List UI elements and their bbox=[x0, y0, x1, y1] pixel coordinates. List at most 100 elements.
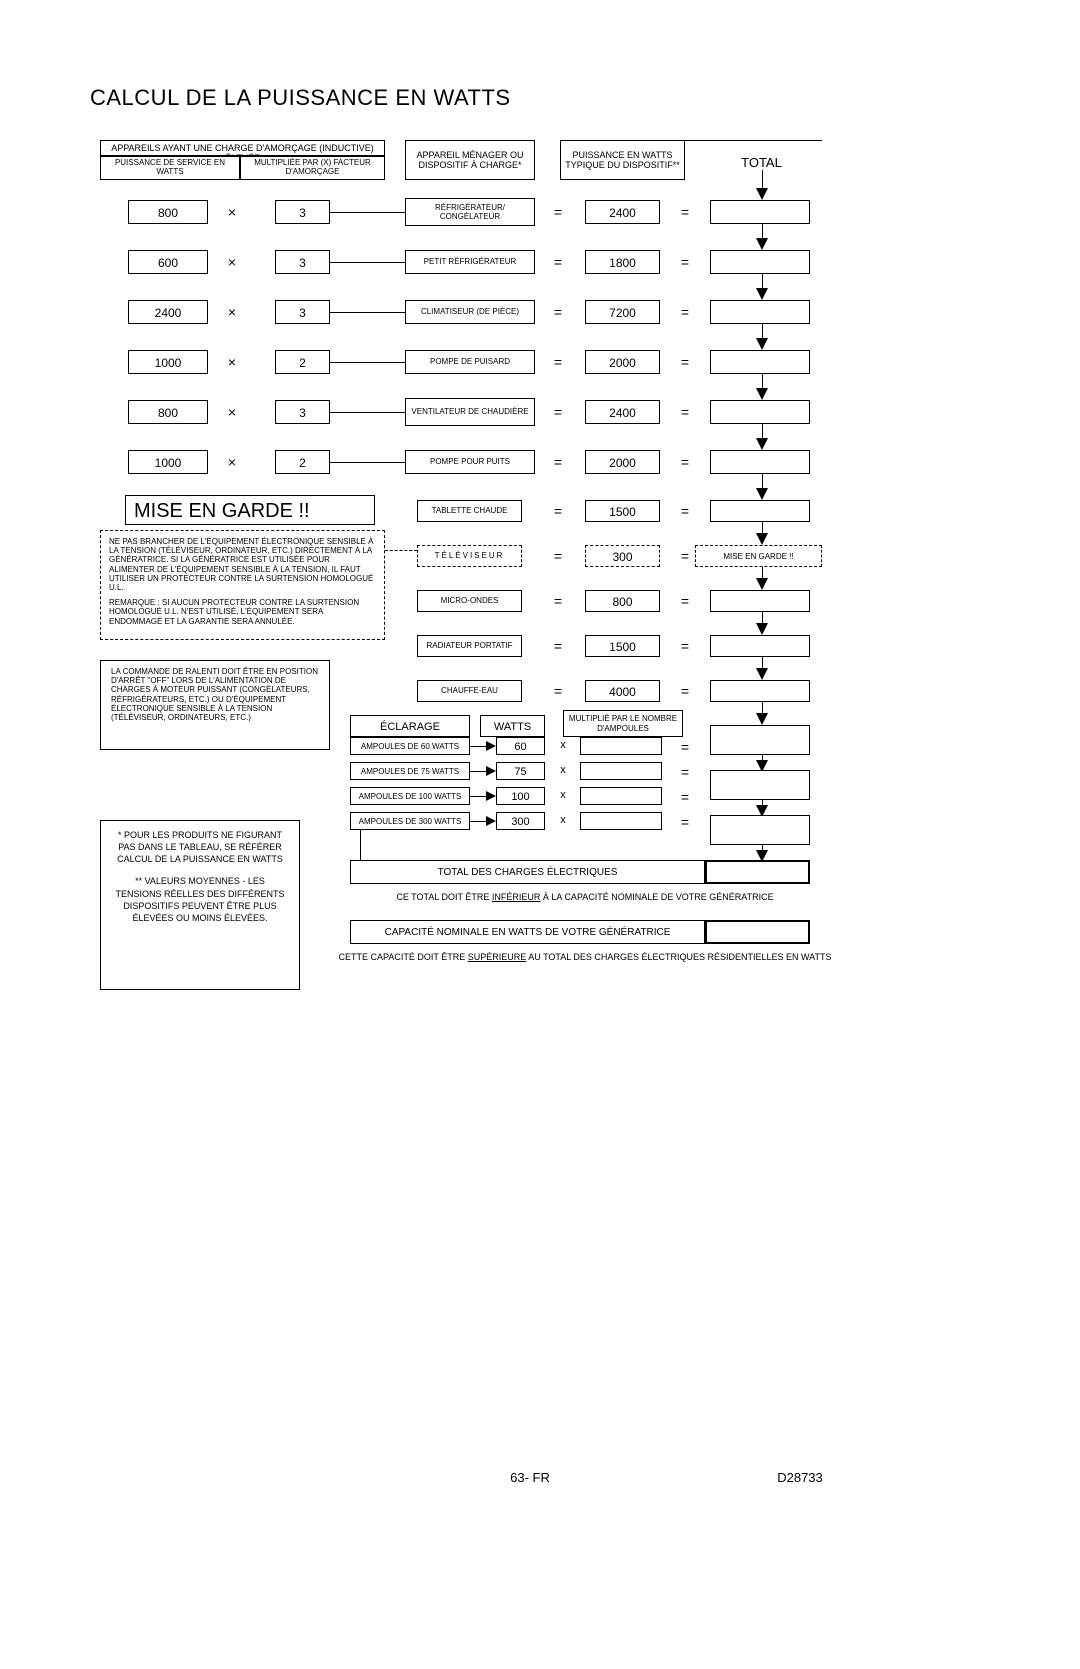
equals-icon: = bbox=[675, 304, 695, 320]
typical-3: 2000 bbox=[585, 350, 660, 374]
header-appliance: APPAREIL MÉNAGER OU DISPOSITIF À CHARGE* bbox=[405, 140, 535, 180]
power-4: 800 bbox=[128, 400, 208, 424]
line bbox=[685, 140, 822, 141]
power-3: 1000 bbox=[128, 350, 208, 374]
power-1: 600 bbox=[128, 250, 208, 274]
res-app-1: TÉLÉVISEUR bbox=[417, 545, 522, 567]
total-2 bbox=[710, 300, 810, 324]
arrow-down-icon bbox=[756, 238, 768, 250]
equals-icon: = bbox=[675, 638, 695, 654]
total-3 bbox=[710, 350, 810, 374]
warn-badge: MISE EN GARDE !! bbox=[695, 545, 822, 567]
typical-0: 2400 bbox=[585, 200, 660, 224]
capacity-value bbox=[705, 920, 810, 944]
arrow-down-icon bbox=[756, 713, 768, 725]
warning-box: NE PAS BRANCHER DE L'ÉQUIPEMENT ÉLECTRON… bbox=[100, 530, 385, 640]
times-icon: × bbox=[222, 454, 242, 470]
line bbox=[330, 362, 405, 363]
appliance-3: POMPE DE PUISARD bbox=[405, 350, 535, 374]
note2b: ** VALEURS MOYENNES - LES TENSIONS RÉELL… bbox=[111, 875, 289, 924]
res-tot-4 bbox=[710, 680, 810, 702]
arrow-right-icon bbox=[486, 791, 496, 801]
res-app-0: TABLETTE CHAUDE bbox=[417, 500, 522, 522]
total-note: CE TOTAL DOIT ÊTRE INFÉRIEUR À LA CAPACI… bbox=[350, 892, 820, 902]
equals-icon: = bbox=[548, 304, 568, 320]
res-typ-1: 300 bbox=[585, 545, 660, 567]
light-n0 bbox=[580, 737, 662, 755]
light-w3: 300 bbox=[496, 812, 545, 830]
equals-icon: = bbox=[675, 683, 695, 699]
power-5: 1000 bbox=[128, 450, 208, 474]
light-t2 bbox=[710, 815, 810, 845]
res-tot-2 bbox=[710, 590, 810, 612]
equals-icon: = bbox=[675, 593, 695, 609]
arrow-down-icon bbox=[756, 668, 768, 680]
arrow-down-icon bbox=[756, 288, 768, 300]
equals-icon: = bbox=[548, 503, 568, 519]
equals-icon: = bbox=[548, 204, 568, 220]
times-icon: x bbox=[553, 789, 573, 801]
equals-icon: = bbox=[675, 454, 695, 470]
arrow-right-icon bbox=[486, 741, 496, 751]
res-typ-4: 4000 bbox=[585, 680, 660, 702]
cap-note: CETTE CAPACITÉ DOIT ÊTRE SUPÉRIEURE AU T… bbox=[325, 952, 845, 962]
appliance-2: CLIMATISEUR (DE PIÈCE) bbox=[405, 300, 535, 324]
line bbox=[385, 550, 417, 551]
times-icon: x bbox=[553, 764, 573, 776]
total-5 bbox=[710, 450, 810, 474]
header-typical: PUISSANCE EN WATTS TYPIQUE DU DISPOSITIF… bbox=[560, 140, 685, 180]
factor-2: 3 bbox=[275, 300, 330, 324]
equals-icon: = bbox=[675, 503, 695, 519]
t3: À LA CAPACITÉ NOMINALE DE VOTRE GÉNÉRATR… bbox=[543, 892, 774, 902]
typical-5: 2000 bbox=[585, 450, 660, 474]
res-app-4: CHAUFFE-EAU bbox=[417, 680, 522, 702]
times-icon: × bbox=[222, 204, 242, 220]
lighting-h2: WATTS bbox=[480, 715, 545, 737]
line bbox=[330, 412, 405, 413]
res-typ-0: 1500 bbox=[585, 500, 660, 522]
doc-no: D28733 bbox=[750, 1470, 850, 1485]
equals-icon: = bbox=[675, 764, 695, 780]
arrow-down-icon bbox=[756, 488, 768, 500]
times-icon: x bbox=[553, 814, 573, 826]
typical-4: 2400 bbox=[585, 400, 660, 424]
note-idle: LA COMMANDE DE RALENTI DOIT ÊTRE EN POSI… bbox=[100, 660, 330, 750]
light-t1 bbox=[710, 770, 810, 800]
appliance-5: POMPE POUR PUITS bbox=[405, 450, 535, 474]
factor-1: 3 bbox=[275, 250, 330, 274]
page: CALCUL DE LA PUISSANCE EN WATTS APPAREIL… bbox=[0, 0, 1080, 1669]
light-n2 bbox=[580, 787, 662, 805]
c1: CETTE CAPACITÉ DOIT ÊTRE bbox=[339, 952, 466, 962]
t1: CE TOTAL DOIT ÊTRE bbox=[396, 892, 489, 902]
appliance-0: RÉFRIGÉRATEUR/ CONGÉLATEUR bbox=[405, 198, 535, 226]
equals-icon: = bbox=[675, 404, 695, 420]
c2: SUPÉRIEURE bbox=[468, 952, 527, 962]
warning-title: MISE EN GARDE !! bbox=[125, 495, 375, 525]
total-electrical-value bbox=[705, 860, 810, 884]
light-l0: AMPOULES DE 60 WATTS bbox=[350, 737, 470, 755]
times-icon: × bbox=[222, 254, 242, 270]
res-typ-2: 800 bbox=[585, 590, 660, 612]
equals-icon: = bbox=[548, 354, 568, 370]
header-power: PUISSANCE DE SERVICE EN WATTS bbox=[100, 156, 240, 180]
arrow-down-icon bbox=[756, 623, 768, 635]
arrow-down-icon bbox=[756, 388, 768, 400]
page-no: 63- FR bbox=[480, 1470, 580, 1485]
page-title: CALCUL DE LA PUISSANCE EN WATTS bbox=[90, 85, 511, 111]
res-app-3: RADIATEUR PORTATIF bbox=[417, 635, 522, 657]
arrow-down-icon bbox=[756, 533, 768, 545]
arrow-down-icon bbox=[756, 188, 768, 200]
warning-text-2: REMARQUE : SI AUCUN PROTECTEUR CONTRE LA… bbox=[109, 598, 376, 626]
equals-icon: = bbox=[675, 204, 695, 220]
total-electrical-label: TOTAL DES CHARGES ÉLECTRIQUES bbox=[350, 860, 705, 884]
light-t0 bbox=[710, 725, 810, 755]
times-icon: × bbox=[222, 304, 242, 320]
note2a: * POUR LES PRODUITS NE FIGURANT PAS DANS… bbox=[111, 829, 289, 865]
power-0: 800 bbox=[128, 200, 208, 224]
arrow-right-icon bbox=[486, 816, 496, 826]
equals-icon: = bbox=[675, 548, 695, 564]
res-typ-3: 1500 bbox=[585, 635, 660, 657]
light-l1: AMPOULES DE 75 WATTS bbox=[350, 762, 470, 780]
light-w1: 75 bbox=[496, 762, 545, 780]
res-app-2: MICRO-ONDES bbox=[417, 590, 522, 612]
